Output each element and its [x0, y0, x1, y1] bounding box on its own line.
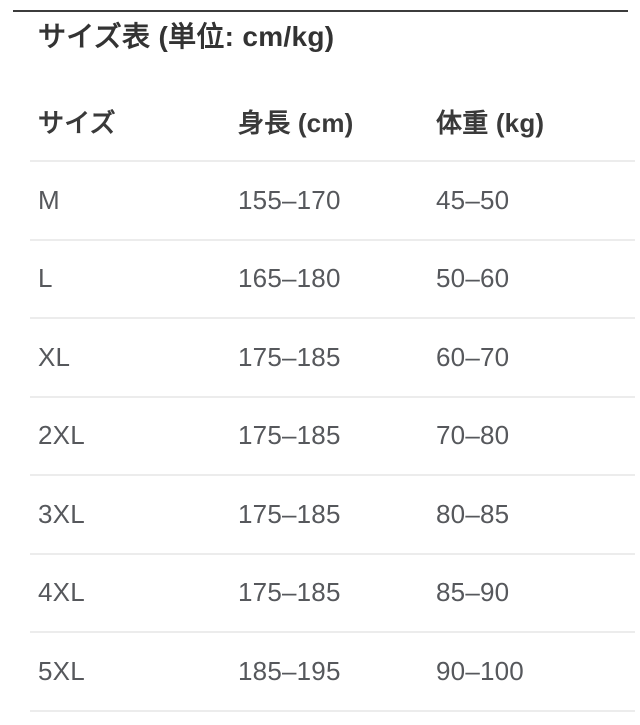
height-cell: 175–185 [238, 341, 341, 372]
table-row: XL 175–185 60–70 [30, 319, 635, 398]
table-row: 3XL 175–185 80–85 [30, 476, 635, 555]
height-cell: 155–170 [238, 184, 341, 215]
weight-cell: 50–60 [436, 263, 510, 294]
size-cell: XL [38, 341, 71, 372]
table-header-row: サイズ 身長 (cm) 体重 (kg) [30, 83, 635, 162]
table-row: 2XL 175–185 70–80 [30, 398, 635, 476]
top-divider [13, 10, 628, 12]
weight-cell: 90–100 [436, 655, 524, 686]
size-chart-title: サイズ表 (単位: cm/kg) [38, 21, 335, 52]
size-cell: M [38, 184, 60, 215]
height-cell: 165–180 [238, 263, 341, 294]
table-row: 5XL 185–195 90–100 [30, 633, 635, 712]
size-cell: 3XL [38, 498, 85, 529]
table-row: M 155–170 45–50 [30, 162, 635, 241]
height-cell: 175–185 [238, 420, 341, 451]
column-header-weight: 体重 (kg) [436, 108, 545, 138]
weight-cell: 70–80 [436, 420, 510, 451]
weight-cell: 85–90 [436, 577, 510, 608]
weight-cell: 80–85 [436, 498, 510, 529]
height-cell: 175–185 [238, 498, 341, 529]
size-cell: 4XL [38, 577, 85, 608]
weight-cell: 45–50 [436, 184, 510, 215]
weight-cell: 60–70 [436, 341, 510, 372]
column-header-size: サイズ [38, 108, 116, 138]
table-row: 4XL 175–185 85–90 [30, 555, 635, 633]
column-header-height: 身長 (cm) [238, 108, 354, 138]
size-cell: 2XL [38, 420, 85, 451]
table-row: L 165–180 50–60 [30, 241, 635, 319]
size-cell: 5XL [38, 655, 85, 686]
size-cell: L [38, 263, 53, 294]
height-cell: 185–195 [238, 655, 341, 686]
size-table: サイズ 身長 (cm) 体重 (kg) M 155–170 45–50 L 16… [30, 83, 635, 712]
height-cell: 175–185 [238, 577, 341, 608]
